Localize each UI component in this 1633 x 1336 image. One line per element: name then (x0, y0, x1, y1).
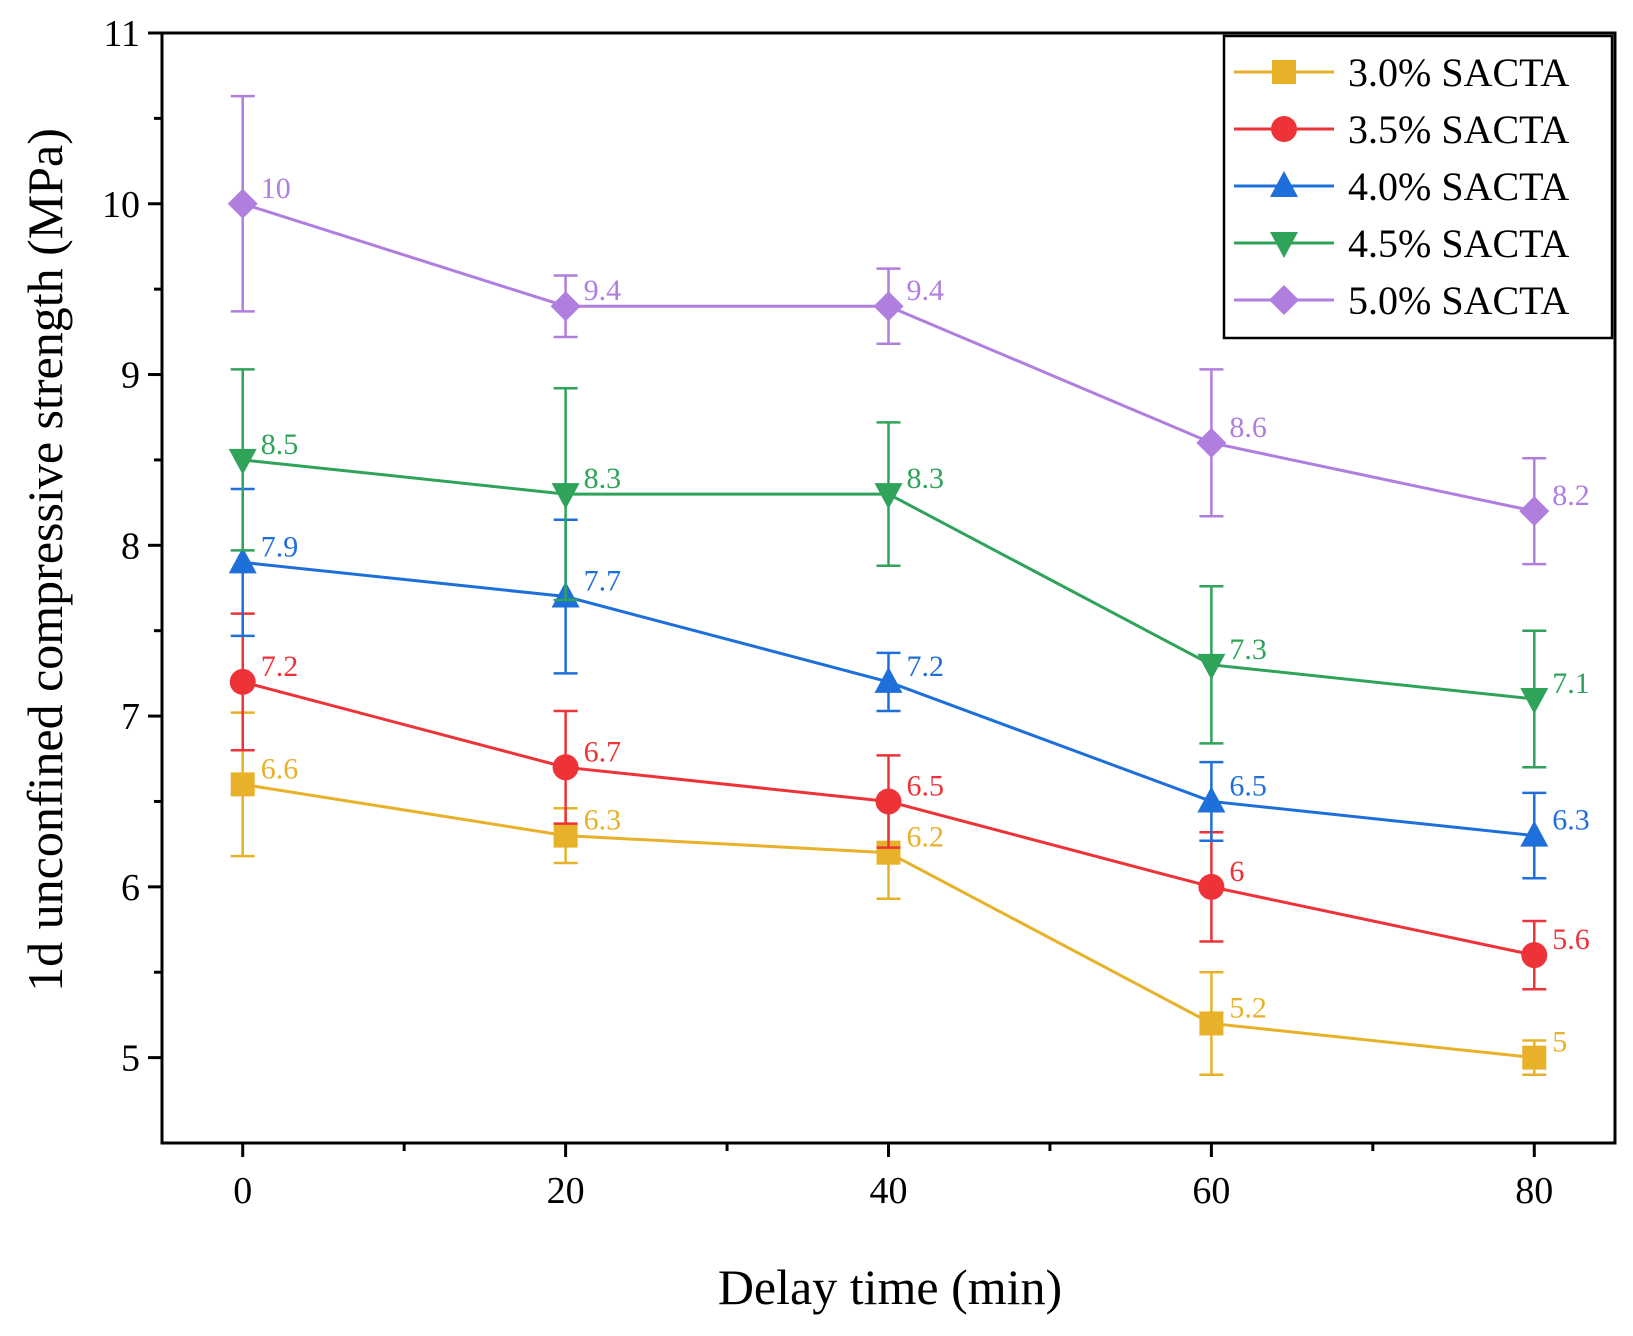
y-tick-label: 8 (121, 525, 140, 567)
data-point (1197, 653, 1226, 680)
data-point (1198, 873, 1225, 900)
legend-item-2: 4.0% SACTA (1234, 164, 1569, 209)
data-point (551, 483, 580, 510)
data-point (874, 666, 903, 693)
legend: 3.0% SACTA 3.5% SACTA 4.0% SACTA 4.5% SACTA… (1222, 34, 1614, 340)
data-label: 6.5 (907, 769, 945, 802)
data-point (1520, 688, 1549, 714)
data-point (227, 188, 258, 219)
legend-label: 3.0% SACTA (1348, 50, 1569, 95)
x-axis-title: Delay time (min) (718, 1259, 1062, 1315)
data-label: 5.6 (1552, 923, 1590, 956)
series-4: 10 9.4 9.4 8.6 8.2 (227, 94, 1590, 566)
data-label: 5 (1552, 1026, 1567, 1059)
y-axis: 5 6 7 8 9 10 11 (102, 13, 162, 1080)
data-label: 6.7 (584, 735, 622, 768)
data-point (1519, 496, 1550, 527)
data-point (1197, 786, 1226, 813)
data-label: 6.5 (1229, 769, 1267, 802)
data-point (1199, 1011, 1224, 1036)
data-point (230, 772, 255, 797)
data-point (874, 483, 903, 510)
data-label: 9.4 (584, 274, 622, 307)
data-label: 5.2 (1229, 991, 1267, 1024)
series-1: 7.2 6.7 6.5 6 5.6 (229, 612, 1590, 991)
x-tick-label: 0 (233, 1170, 252, 1212)
y-tick-label: 7 (121, 696, 140, 738)
data-label: 7.1 (1552, 667, 1590, 700)
data-label: 7.3 (1229, 633, 1267, 666)
series-layer: 6.66.36.25.257.26.76.565.67.97.77.26.56.… (227, 94, 1590, 1076)
legend-item-4: 5.0% SACTA (1234, 278, 1569, 323)
data-point (1522, 1045, 1547, 1070)
data-label: 6 (1229, 855, 1244, 888)
y-tick-label: 5 (121, 1038, 140, 1080)
data-label: 6.3 (1552, 804, 1590, 837)
data-label: 8.6 (1229, 411, 1267, 444)
y-tick-label: 9 (121, 355, 140, 397)
data-point (553, 823, 578, 848)
data-label: 6.6 (261, 752, 299, 785)
legend-label: 4.0% SACTA (1348, 164, 1569, 209)
data-label: 8.2 (1552, 479, 1590, 512)
data-label: 8.3 (584, 462, 622, 495)
data-point (229, 668, 256, 695)
series-2: 7.9 7.7 7.2 6.5 6.3 (228, 487, 1590, 880)
x-axis: 0 20 40 60 80 (233, 1143, 1553, 1212)
data-label: 8.3 (907, 462, 945, 495)
data-point (875, 788, 902, 815)
data-label: 6.3 (584, 804, 622, 837)
data-point (228, 448, 257, 475)
data-label: 10 (261, 172, 291, 205)
x-tick-label: 60 (1192, 1170, 1230, 1212)
data-point (552, 754, 579, 781)
legend-item-3: 4.5% SACTA (1234, 221, 1569, 266)
data-label: 7.7 (584, 565, 622, 598)
data-point (550, 291, 581, 322)
data-point (1520, 820, 1549, 847)
legend-label: 4.5% SACTA (1348, 221, 1569, 266)
legend-item-1: 3.5% SACTA (1234, 107, 1569, 152)
data-label: 7.9 (261, 530, 299, 563)
legend-marker (1270, 171, 1298, 197)
x-tick-label: 20 (547, 1170, 585, 1212)
data-label: 8.5 (261, 428, 299, 461)
data-label: 6.2 (907, 821, 945, 854)
y-tick-label: 6 (121, 867, 140, 909)
data-point (873, 291, 904, 322)
legend-label: 3.5% SACTA (1348, 107, 1569, 152)
legend-marker (1271, 116, 1297, 142)
legend-label: 5.0% SACTA (1348, 278, 1569, 323)
y-tick-label: 10 (102, 184, 140, 226)
legend-marker (1270, 232, 1298, 258)
legend-item-0: 3.0% SACTA (1234, 50, 1569, 95)
y-tick-label: 11 (103, 13, 140, 55)
legend-marker (1269, 285, 1299, 315)
data-label: 7.2 (261, 650, 299, 683)
data-point (1521, 942, 1548, 969)
series-0: 6.6 6.3 6.2 5.2 5 (230, 711, 1567, 1076)
data-label: 7.2 (907, 650, 945, 683)
data-label: 9.4 (907, 274, 945, 307)
data-point (1196, 427, 1227, 458)
data-point (228, 547, 257, 574)
y-axis-title: 1d unconfined compressive strength (MPa) (17, 128, 73, 992)
legend-marker (1272, 60, 1296, 84)
series-3: 8.5 8.3 8.3 7.3 7.1 (228, 368, 1590, 769)
x-tick-label: 80 (1515, 1170, 1553, 1212)
x-tick-label: 40 (870, 1170, 908, 1212)
